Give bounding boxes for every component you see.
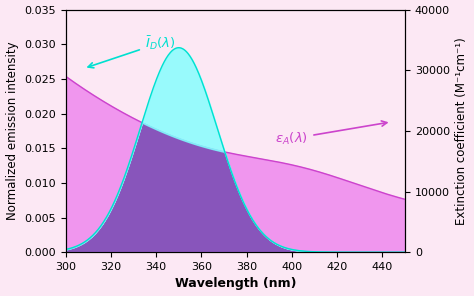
X-axis label: Wavelength (nm): Wavelength (nm) — [174, 277, 296, 290]
Y-axis label: Normalized emission intensity: Normalized emission intensity — [6, 41, 18, 220]
Text: $\varepsilon_A(\lambda)$: $\varepsilon_A(\lambda)$ — [275, 121, 387, 147]
Y-axis label: Extinction coefficient (M⁻¹cm⁻¹): Extinction coefficient (M⁻¹cm⁻¹) — [456, 37, 468, 225]
Text: $\bar{I}_D(\lambda)$: $\bar{I}_D(\lambda)$ — [88, 34, 175, 68]
